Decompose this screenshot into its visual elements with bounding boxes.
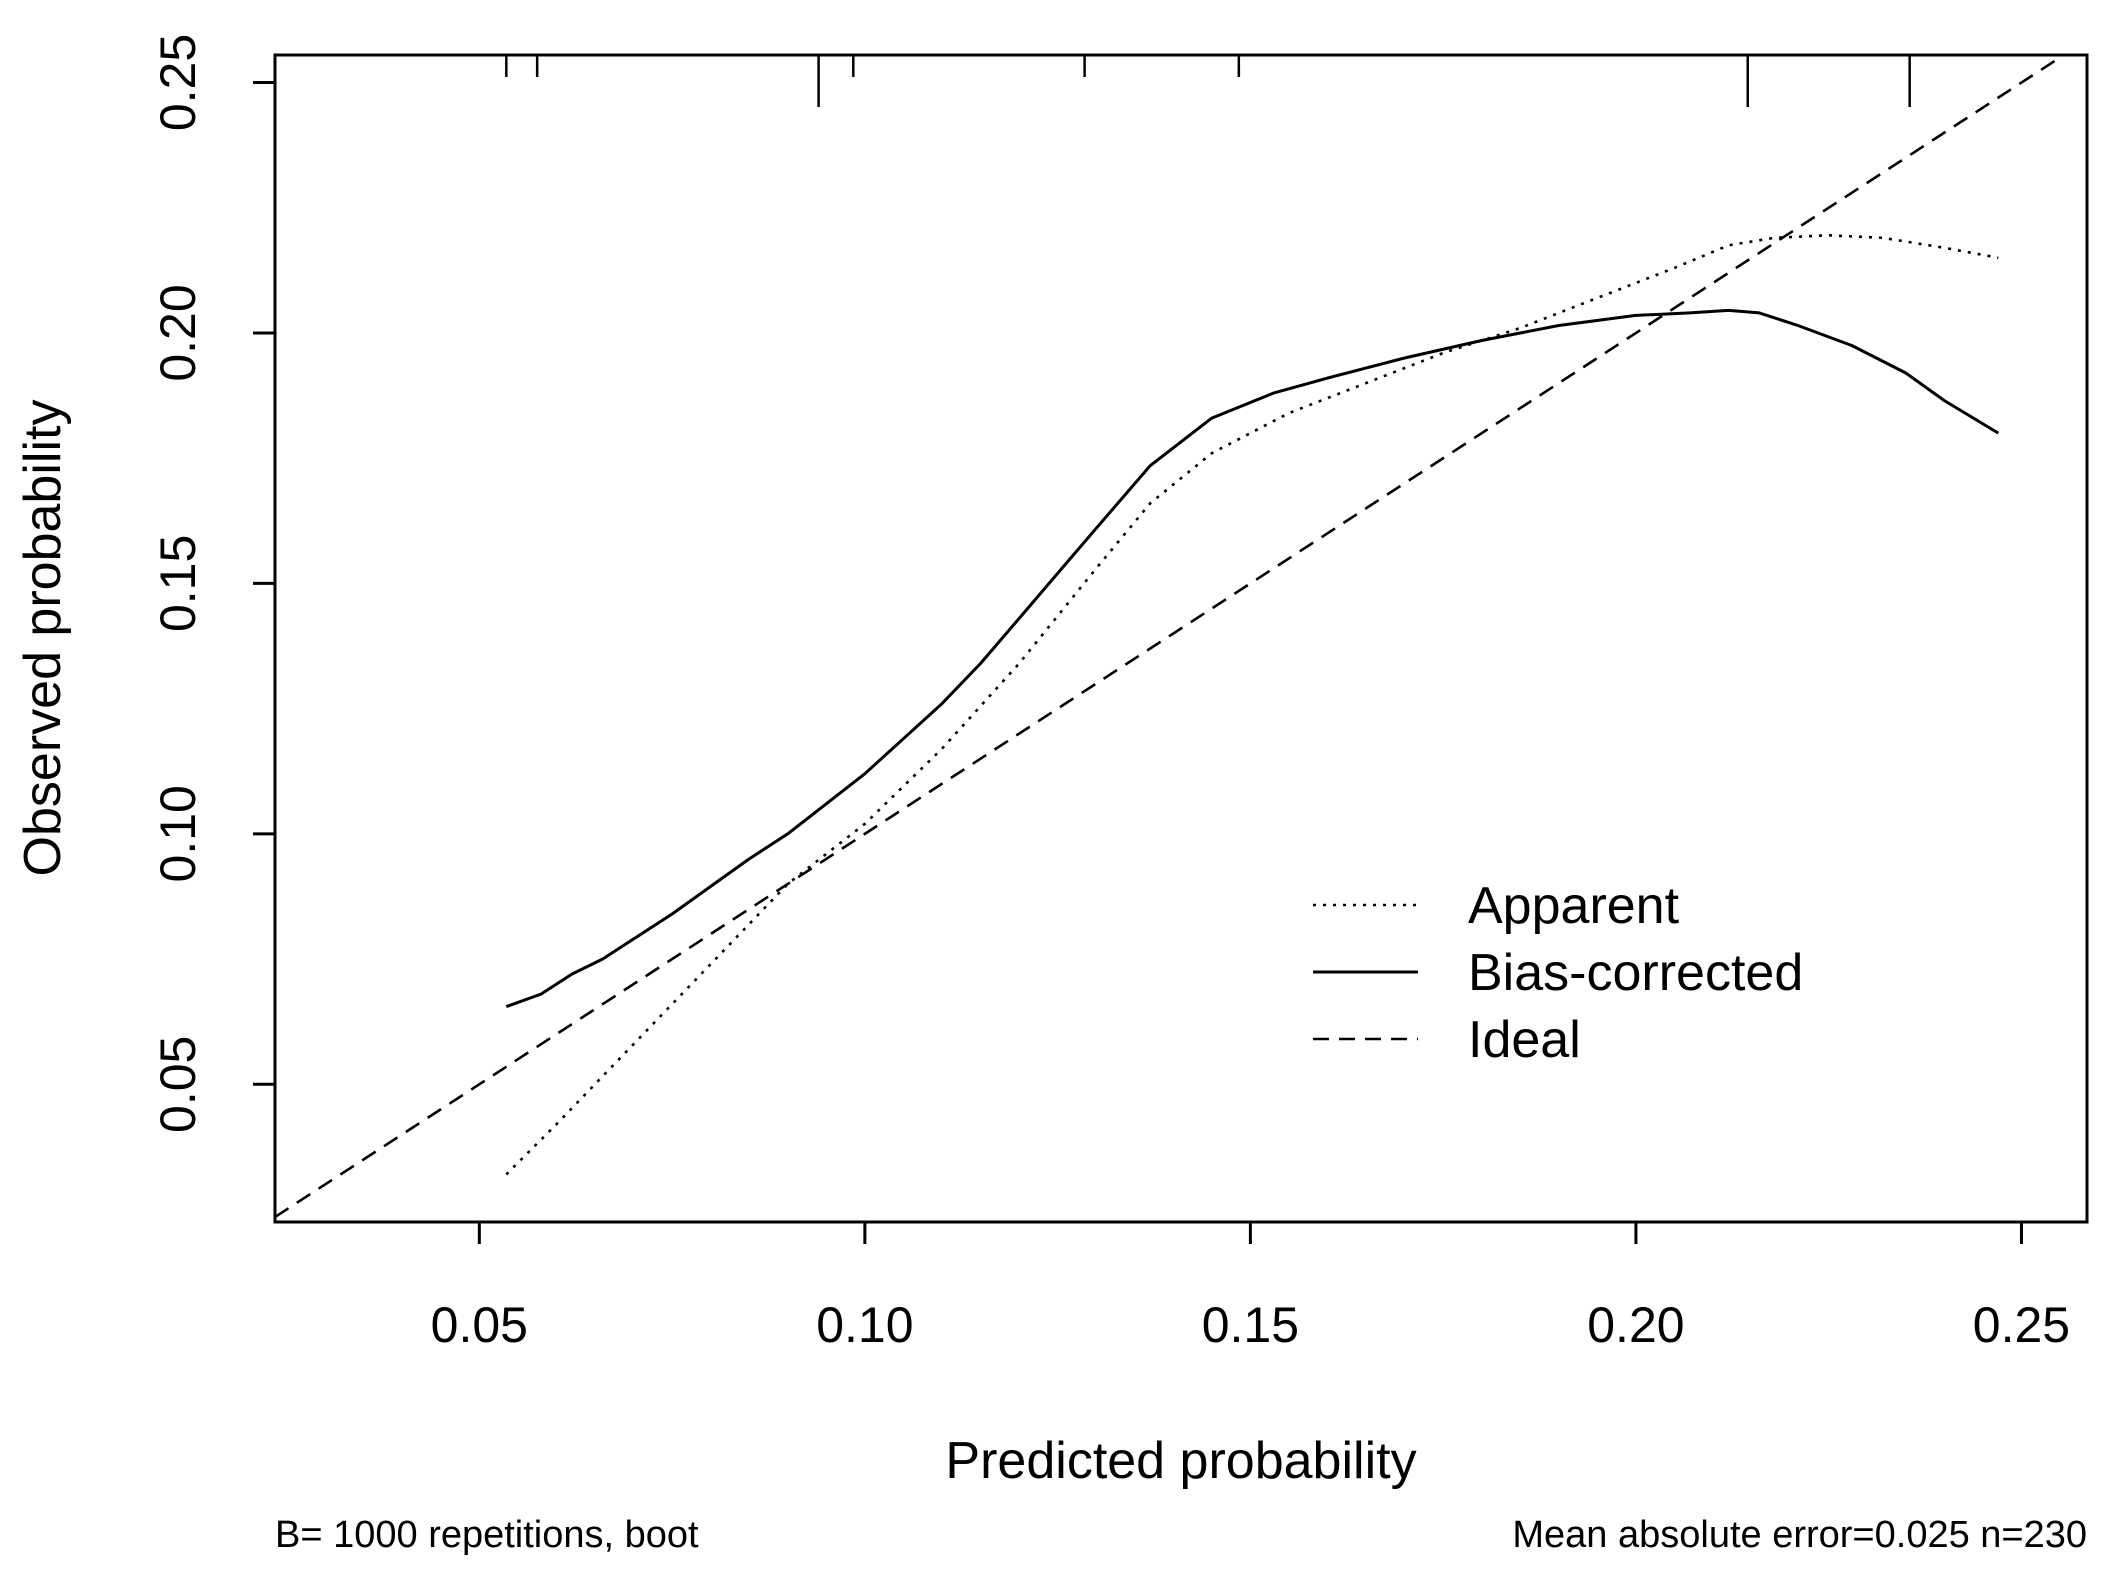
plot-frame: [273, 53, 2089, 1224]
x-axis: 0.05 0.10 0.15 0.20 0.25: [431, 1222, 2070, 1353]
legend-item-apparent: Apparent: [1313, 877, 1680, 935]
y-tick-label: 0.25: [150, 34, 206, 131]
series-line-ideal: [275, 55, 2067, 1219]
x-axis-title: Predicted probability: [945, 1432, 1416, 1490]
legend: Apparent Bias-corrected Ideal: [1313, 877, 1803, 1069]
footnote-left: B= 1000 repetitions, boot: [275, 1514, 699, 1556]
y-axis: 0.05 0.10 0.15 0.20 0.25: [150, 34, 275, 1133]
legend-item-ideal: Ideal: [1313, 1011, 1581, 1069]
series-line-bias-corrected: [505, 308, 2000, 1009]
legend-label: Ideal: [1468, 1011, 1581, 1069]
series-layer: [275, 55, 2067, 1219]
y-tick-label: 0.20: [150, 284, 206, 381]
y-tick-label: 0.05: [150, 1036, 206, 1133]
x-tick-label: 0.15: [1202, 1297, 1299, 1353]
x-tick-label: 0.05: [431, 1297, 528, 1353]
x-tick-label: 0.25: [1973, 1297, 2070, 1353]
x-tick-label: 0.20: [1587, 1297, 1684, 1353]
y-tick-label: 0.10: [150, 785, 206, 882]
y-axis-title: Observed probability: [14, 400, 72, 877]
legend-label: Bias-corrected: [1468, 944, 1803, 1002]
legend-item-bias-corrected: Bias-corrected: [1313, 944, 1803, 1002]
x-tick-label: 0.10: [816, 1297, 913, 1353]
rug-layer: [505, 55, 1911, 107]
legend-label: Apparent: [1468, 877, 1680, 935]
y-tick-label: 0.15: [150, 535, 206, 632]
footnote-right: Mean absolute error=0.025 n=230: [1512, 1514, 2087, 1556]
